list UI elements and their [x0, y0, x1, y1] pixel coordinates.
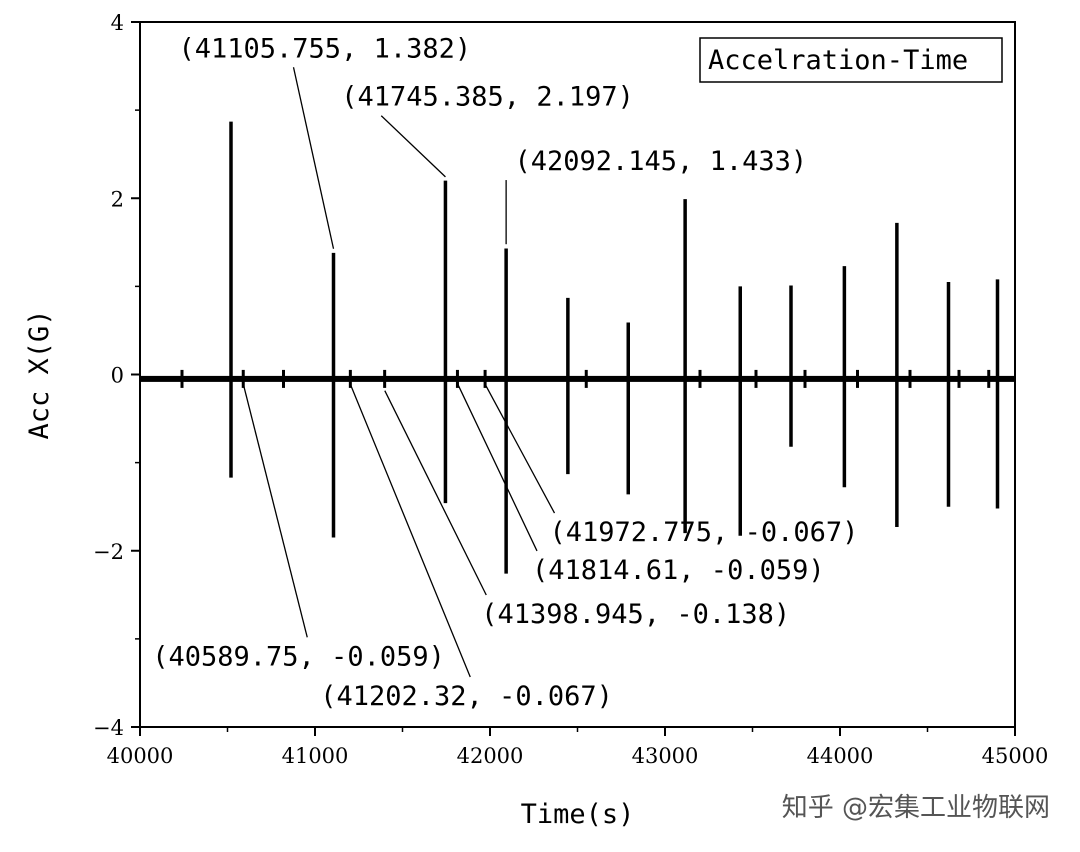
y-tick-label-3: 2 — [111, 187, 124, 211]
y-tick-label-4: 4 — [111, 11, 124, 35]
annotation-label-1: (41745.385, 2.197) — [341, 82, 634, 113]
noise-bump-12 — [908, 369, 912, 388]
legend-rect — [699, 37, 1003, 83]
x-tick-label-3: 43000 — [632, 744, 699, 768]
noise-bump-10 — [803, 369, 807, 388]
x-tick-label-0: 40000 — [107, 744, 174, 768]
x-axis-title: Time(s) — [521, 799, 635, 830]
y-tick-label-2: 0 — [111, 364, 124, 388]
ticks-layer: 40000 41000 42000 43000 44000 45000 −4 −2 0 2 4 — [93, 11, 1048, 768]
chart-title: Accelration-Time — [708, 45, 968, 76]
annotation-leader-6 — [456, 383, 538, 552]
annotation-label-7: (41972.775, -0.067) — [550, 517, 859, 548]
annotation-label-5: (41398.945, -0.138) — [481, 599, 790, 630]
y-axis-title: Acc X(G) — [24, 309, 55, 439]
annotation-leader-7 — [484, 384, 556, 514]
watermark: 知乎 @宏集工业物联网 — [782, 793, 1050, 823]
baseline-noise-band — [140, 375, 1015, 382]
legend-box: Accelration-Time — [699, 37, 1003, 83]
x-tick-label-4: 44000 — [807, 744, 874, 768]
annotation-leader-3 — [242, 383, 308, 638]
annotation-label-0: (41105.755, 1.382) — [179, 33, 472, 64]
noise-bump-0 — [180, 369, 184, 388]
noise-bump-4 — [383, 369, 387, 388]
x-tick-label-2: 42000 — [457, 744, 524, 768]
noise-bump-9 — [754, 369, 758, 388]
annotation-label-4: (41202.32, -0.067) — [320, 681, 613, 712]
noise-bump-3 — [348, 369, 352, 388]
noise-bump-1 — [241, 369, 245, 388]
noise-bump-6 — [483, 369, 487, 388]
signal-layer — [140, 121, 1015, 574]
annotation-leader-0 — [292, 67, 335, 249]
noise-bump-7 — [584, 369, 588, 388]
y-tick-label-1: −2 — [93, 540, 124, 564]
noise-bump-13 — [957, 369, 961, 388]
noise-bump-11 — [856, 369, 859, 388]
x-tick-label-1: 41000 — [282, 744, 349, 768]
y-tick-label-0: −4 — [93, 716, 124, 740]
annotation-label-3: (40589.75, -0.059) — [152, 641, 445, 672]
noise-bump-2 — [282, 369, 285, 388]
annotation-leader-5 — [384, 390, 487, 596]
noise-bump-5 — [455, 369, 459, 388]
annotation-leader-1 — [380, 115, 446, 178]
x-tick-label-5: 45000 — [982, 744, 1049, 768]
noise-bump-8 — [698, 369, 702, 388]
noise-bump-14 — [987, 369, 991, 388]
annotation-leader-4 — [349, 384, 471, 678]
annotation-layer: (41105.755, 1.382) (41745.385, 2.197) (420… — [152, 33, 858, 712]
annotation-label-6: (41814.61, -0.059) — [532, 555, 825, 586]
annotation-label-2: (42092.145, 1.433) — [515, 146, 808, 177]
